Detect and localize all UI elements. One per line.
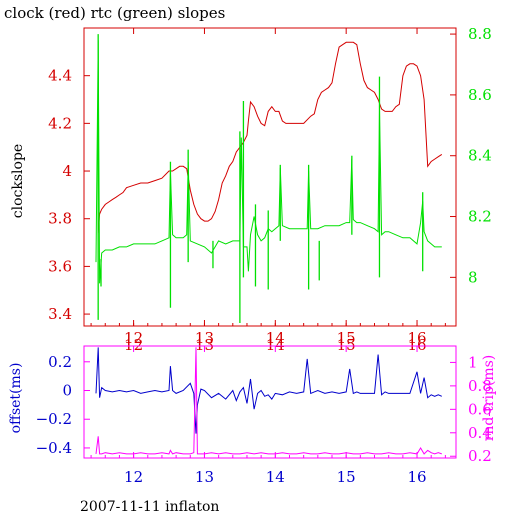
bottom-left-axis-label: offset(ms)	[8, 363, 24, 434]
x-tick-label: 14	[266, 336, 285, 354]
x-tick-label: 16	[407, 468, 426, 486]
x-tick-label: 14	[266, 329, 285, 347]
y-tick-label: −0.2	[36, 410, 72, 428]
plot-frame	[83, 27, 457, 327]
x-tick-label: 13	[195, 336, 214, 354]
x-tick-label: 13	[195, 329, 214, 347]
clock-rtc-slope-chart: 12 13 14 15 16 3.4 3.6 3.8 4 4.2 4.4 8 8.2 8.4 8.6 8.8	[48, 25, 492, 354]
y-tick-label: 0	[62, 382, 72, 400]
offset-roundtrip-chart: 12121313141415151616−0.4−0.200.20.20.40.…	[36, 329, 492, 486]
y2-tick-label: 0.6	[468, 400, 492, 418]
y-tick-label: 4.2	[48, 114, 72, 132]
y2-tick-label: 0.2	[468, 447, 492, 465]
y2-tick-label: 8	[468, 268, 478, 286]
bottom-right-axis-label: rnd-trip(ms)	[481, 355, 497, 442]
plot-frame	[83, 345, 457, 459]
footer-label: 2007-11-11 inflaton	[80, 499, 219, 512]
x-tick-label: 16	[407, 329, 426, 347]
y2-tick-label: 8.4	[468, 147, 492, 165]
x-tick-label: 13	[195, 468, 214, 486]
y-tick-label: 4	[62, 162, 72, 180]
x-tick-label: 16	[407, 336, 426, 354]
y-tick-label: 3.6	[48, 257, 72, 275]
y2-tick-label: 0.4	[468, 424, 492, 442]
y-tick-label: 3.8	[48, 210, 72, 228]
chart-title: clock (red) rtc (green) slopes	[4, 4, 225, 22]
x-tick-label: 15	[337, 329, 356, 347]
y2-tick-label: 8.6	[468, 86, 492, 104]
y2-tick-label: 8.8	[468, 25, 492, 43]
series-rtc-line	[95, 40, 442, 284]
top-left-axis-label: clockslope	[10, 144, 26, 218]
y2-tick-label: 0.8	[468, 377, 492, 395]
x-tick-label: 15	[337, 336, 356, 354]
y-tick-label: 3.4	[48, 305, 72, 323]
series-rnd-trip-line	[95, 347, 442, 455]
y-tick-label: −0.4	[36, 439, 72, 457]
x-tick-label: 12	[124, 336, 143, 354]
series-offset-line	[95, 347, 442, 434]
x-tick-label: 12	[124, 468, 143, 486]
x-tick-label: 12	[124, 329, 143, 347]
y-tick-label: 0.2	[48, 353, 72, 371]
y2-tick-label: 1	[468, 353, 478, 371]
y2-tick-label: 8.2	[468, 208, 492, 226]
y-tick-label: 4.4	[48, 67, 72, 85]
x-tick-label: 15	[337, 468, 356, 486]
x-tick-label: 14	[266, 468, 285, 486]
series-clock-line	[97, 41, 443, 234]
